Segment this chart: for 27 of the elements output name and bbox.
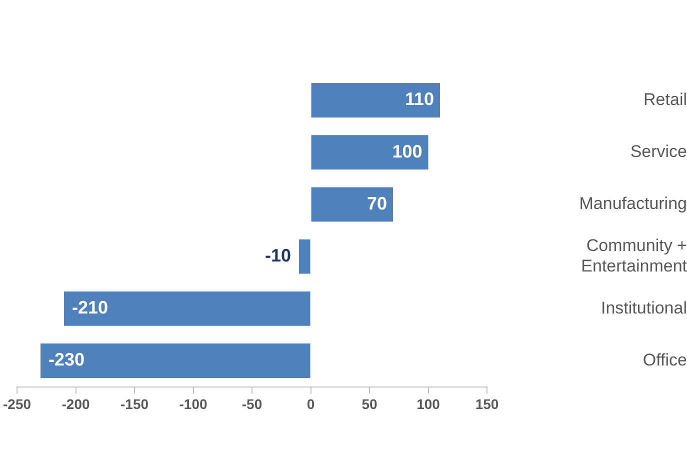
bar: [40, 344, 310, 378]
y-tick-label: Community + Entertainment: [581, 236, 687, 276]
x-tick-label: -50: [242, 396, 262, 412]
bar: [299, 239, 310, 274]
x-tick-label: -100: [179, 396, 208, 412]
y-tick-label: Institutional: [601, 298, 687, 318]
x-tick-label: -150: [120, 396, 149, 412]
bar: [64, 291, 310, 326]
data-label: 70: [366, 193, 387, 214]
data-label: -230: [48, 350, 85, 370]
x-tick-label: -250: [2, 396, 32, 412]
y-tick-label: Office: [642, 350, 687, 370]
bar: [311, 83, 440, 118]
x-tick-label: 100: [416, 396, 440, 412]
data-label: 100: [392, 141, 422, 162]
y-tick-label: Retail: [644, 90, 687, 109]
bar: [311, 135, 428, 170]
data-label: 110: [404, 89, 434, 110]
x-tick-label: 0: [306, 396, 315, 412]
data-label: -210: [72, 298, 108, 318]
data-label: -10: [264, 246, 292, 266]
y-tick-label: Service: [630, 142, 687, 162]
x-tick-label: 50: [362, 396, 378, 412]
y-tick-label: Manufacturing: [579, 194, 687, 214]
bar: [311, 187, 393, 222]
x-tick-label: 150: [475, 396, 499, 412]
x-tick-label: -200: [62, 396, 90, 412]
